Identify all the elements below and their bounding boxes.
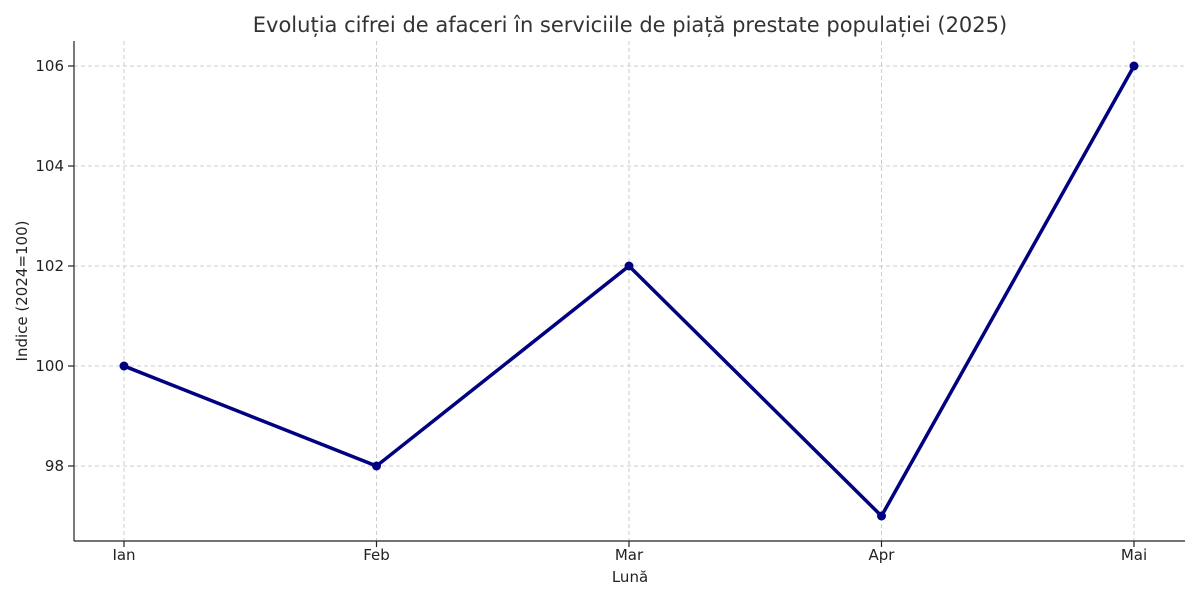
data-point (119, 361, 129, 371)
y-tick-label: 104 (35, 157, 64, 175)
data-point (624, 261, 634, 271)
series (119, 61, 1139, 521)
x-tick-label: Ian (112, 546, 135, 564)
chart-title: Evoluția cifrei de afaceri în serviciile… (253, 13, 1007, 37)
ticks: 98 100 102 104 106 Ian Feb Mar Apr Mai (35, 57, 1147, 564)
y-tick-label: 106 (35, 57, 64, 75)
y-tick-label: 98 (45, 457, 64, 475)
data-point (372, 461, 381, 471)
y-tick-label: 102 (35, 257, 64, 275)
x-tick-label: Mar (615, 546, 644, 564)
data-point (877, 511, 886, 521)
x-tick-label: Feb (363, 546, 390, 564)
y-tick-label: 100 (35, 357, 64, 375)
y-axis-label: Indice (2024=100) (13, 221, 31, 362)
x-tick-label: Mai (1121, 546, 1147, 564)
x-axis-label: Lună (612, 568, 648, 586)
grid (74, 41, 1185, 541)
x-tick-label: Apr (869, 546, 896, 564)
data-point (1129, 61, 1139, 71)
